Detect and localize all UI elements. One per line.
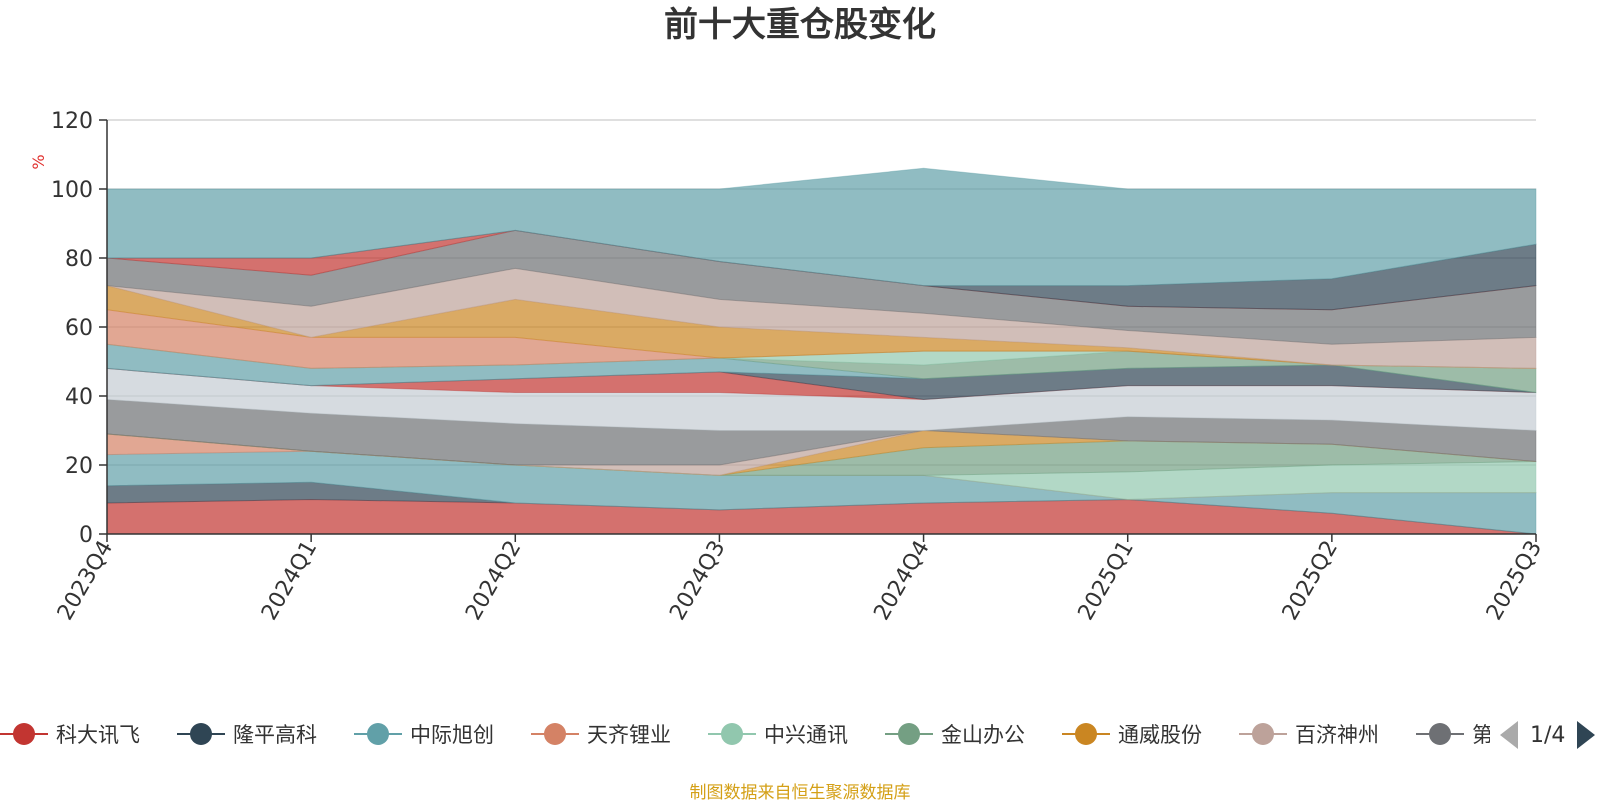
y-tick-label: 0 xyxy=(79,523,93,548)
y-tick-label: 80 xyxy=(65,247,93,272)
legend-label: 隆平高科 xyxy=(233,723,317,747)
legend-next-page-icon[interactable] xyxy=(1577,721,1596,749)
legend-item[interactable]: 中兴通讯 xyxy=(708,714,848,754)
legend-pager: 1/4 xyxy=(1500,718,1600,752)
legend: 科大讯飞 隆平高科 中际旭创 天齐锂业 中兴通讯 金山办公 通威股份 百济神州 第 xyxy=(0,714,1490,754)
legend-label: 金山办公 xyxy=(941,723,1025,747)
legend-page-number: 1/4 xyxy=(1530,722,1566,748)
stacked-areas xyxy=(106,167,1537,535)
legend-marker-icon xyxy=(177,714,225,754)
axes xyxy=(99,119,1537,542)
chart-title: 前十大重仓股变化 xyxy=(664,5,936,45)
legend-marker-icon xyxy=(1062,714,1110,754)
legend-marker-icon xyxy=(708,714,756,754)
legend-label: 中际旭创 xyxy=(410,723,494,747)
legend-item[interactable]: 中际旭创 xyxy=(354,714,494,754)
x-tick-label: 2024Q4 xyxy=(869,537,934,625)
y-tick-label: 120 xyxy=(51,109,93,134)
legend-label: 通威股份 xyxy=(1118,723,1202,747)
legend-label: 天齐锂业 xyxy=(587,723,671,747)
legend-item[interactable]: 科大讯飞 xyxy=(0,714,140,754)
legend-marker-icon xyxy=(531,714,579,754)
y-axis-label: % xyxy=(29,154,48,169)
legend-label: 第 xyxy=(1472,723,1490,747)
y-tick-label: 20 xyxy=(65,454,93,479)
area-其他 xyxy=(106,167,1537,287)
legend-item[interactable]: 金山办公 xyxy=(885,714,1025,754)
area-第十四重仓 xyxy=(106,343,1537,394)
source-note: 制图数据来自恒生聚源数据库 xyxy=(689,783,911,803)
x-tick-label: 2024Q2 xyxy=(461,537,526,625)
x-tick-labels: 2023Q4 2024Q1 2024Q2 2024Q3 2024Q4 2025Q1 2025… xyxy=(53,537,1547,625)
x-tick-label: 2023Q4 xyxy=(53,537,118,625)
legend-label: 百济神州 xyxy=(1295,723,1379,747)
x-tick-label: 2025Q1 xyxy=(1074,537,1139,625)
legend-marker-icon xyxy=(1416,714,1464,754)
legend-prev-page-icon[interactable] xyxy=(1500,721,1518,749)
x-tick-label: 2025Q2 xyxy=(1278,537,1343,625)
y-tick-labels: 0 20 40 60 80 100 120 xyxy=(51,109,93,548)
y-tick-label: 40 xyxy=(65,385,93,410)
x-tick-label: 2024Q3 xyxy=(665,537,730,625)
x-tick-label: 2025Q3 xyxy=(1482,537,1547,625)
legend-item[interactable]: 隆平高科 xyxy=(177,714,317,754)
legend-item[interactable]: 第 xyxy=(1416,714,1490,754)
y-tick-label: 100 xyxy=(51,178,93,203)
legend-item[interactable]: 天齐锂业 xyxy=(531,714,671,754)
legend-label: 中兴通讯 xyxy=(764,723,848,747)
legend-marker-icon xyxy=(354,714,402,754)
legend-marker-icon xyxy=(885,714,933,754)
legend-marker-icon xyxy=(0,714,48,754)
legend-marker-icon xyxy=(1239,714,1287,754)
legend-item[interactable]: 百济神州 xyxy=(1239,714,1379,754)
legend-item[interactable]: 通威股份 xyxy=(1062,714,1202,754)
legend-label: 科大讯飞 xyxy=(56,723,140,747)
y-tick-label: 60 xyxy=(65,316,93,341)
x-tick-label: 2024Q1 xyxy=(257,537,322,625)
